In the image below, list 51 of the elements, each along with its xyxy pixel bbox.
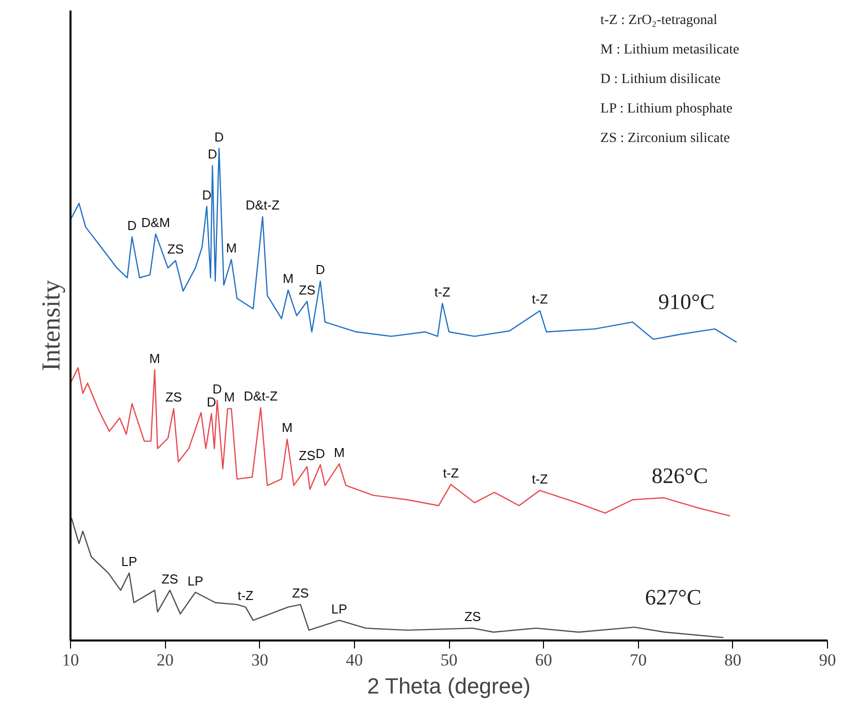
annotation: D xyxy=(127,218,137,233)
annotation: D xyxy=(316,446,326,461)
annotation: ZS xyxy=(298,448,316,463)
y-axis-title: Intensity xyxy=(36,280,66,371)
annotation: D xyxy=(206,394,216,410)
series-label: 826°C xyxy=(652,462,708,488)
annotation: M xyxy=(282,420,293,436)
annotation: LP xyxy=(187,573,204,588)
annotation: ZS xyxy=(165,390,182,405)
x-tick-label: 30 xyxy=(251,650,268,670)
annotation: ZS xyxy=(464,609,482,624)
text: M : Lithium metasilicate xyxy=(600,42,740,58)
x-tick-label: 60 xyxy=(535,650,552,670)
annotation: t-Z xyxy=(434,284,450,300)
annotation: D xyxy=(202,187,212,202)
series-label: 910°C xyxy=(658,289,715,314)
x-tick-label: 40 xyxy=(346,650,363,670)
annotation: D xyxy=(214,129,224,144)
annotation: t-Z xyxy=(532,292,548,307)
x-tick-label: 80 xyxy=(724,650,742,670)
annotation: D&t-Z xyxy=(246,198,280,213)
x-tick-label: 10 xyxy=(62,650,79,670)
x-tick-label: 70 xyxy=(630,650,647,670)
text: ZS : Zirconium silicate xyxy=(600,131,730,146)
annotation: M xyxy=(226,240,237,256)
annotation: ZS xyxy=(167,242,184,257)
annotation: t-Z xyxy=(442,465,459,480)
annotation: t-Z xyxy=(532,471,548,486)
annotation: D xyxy=(212,381,222,396)
text: D : Lithium disilicate xyxy=(600,72,721,88)
annotation: ZS xyxy=(162,571,178,586)
annotation: M xyxy=(334,444,345,460)
x-tick-label: 90 xyxy=(819,650,836,670)
annotation: M xyxy=(282,271,294,286)
annotation: D&M xyxy=(141,214,170,230)
annotation: M xyxy=(149,350,160,366)
annotation: D xyxy=(208,146,218,162)
text: LP : Lithium phosphate xyxy=(600,102,732,117)
text: t-Z : ZrO₂-tetragonal xyxy=(600,12,718,28)
series-label: 627°C xyxy=(644,584,702,610)
annotation: LP xyxy=(331,601,348,616)
annotation: D&t-Z xyxy=(244,388,278,404)
annotation: ZS xyxy=(292,586,310,601)
annotation: M xyxy=(224,390,235,405)
annotation: t-Z xyxy=(238,588,254,604)
annotation: LP xyxy=(121,554,138,570)
x-tick-label: 50 xyxy=(440,650,458,670)
x-axis-title: 2 Theta (degree) xyxy=(367,674,531,698)
x-tick-label: 20 xyxy=(156,650,174,670)
annotation: D xyxy=(316,262,326,278)
annotation: ZS xyxy=(298,282,316,298)
